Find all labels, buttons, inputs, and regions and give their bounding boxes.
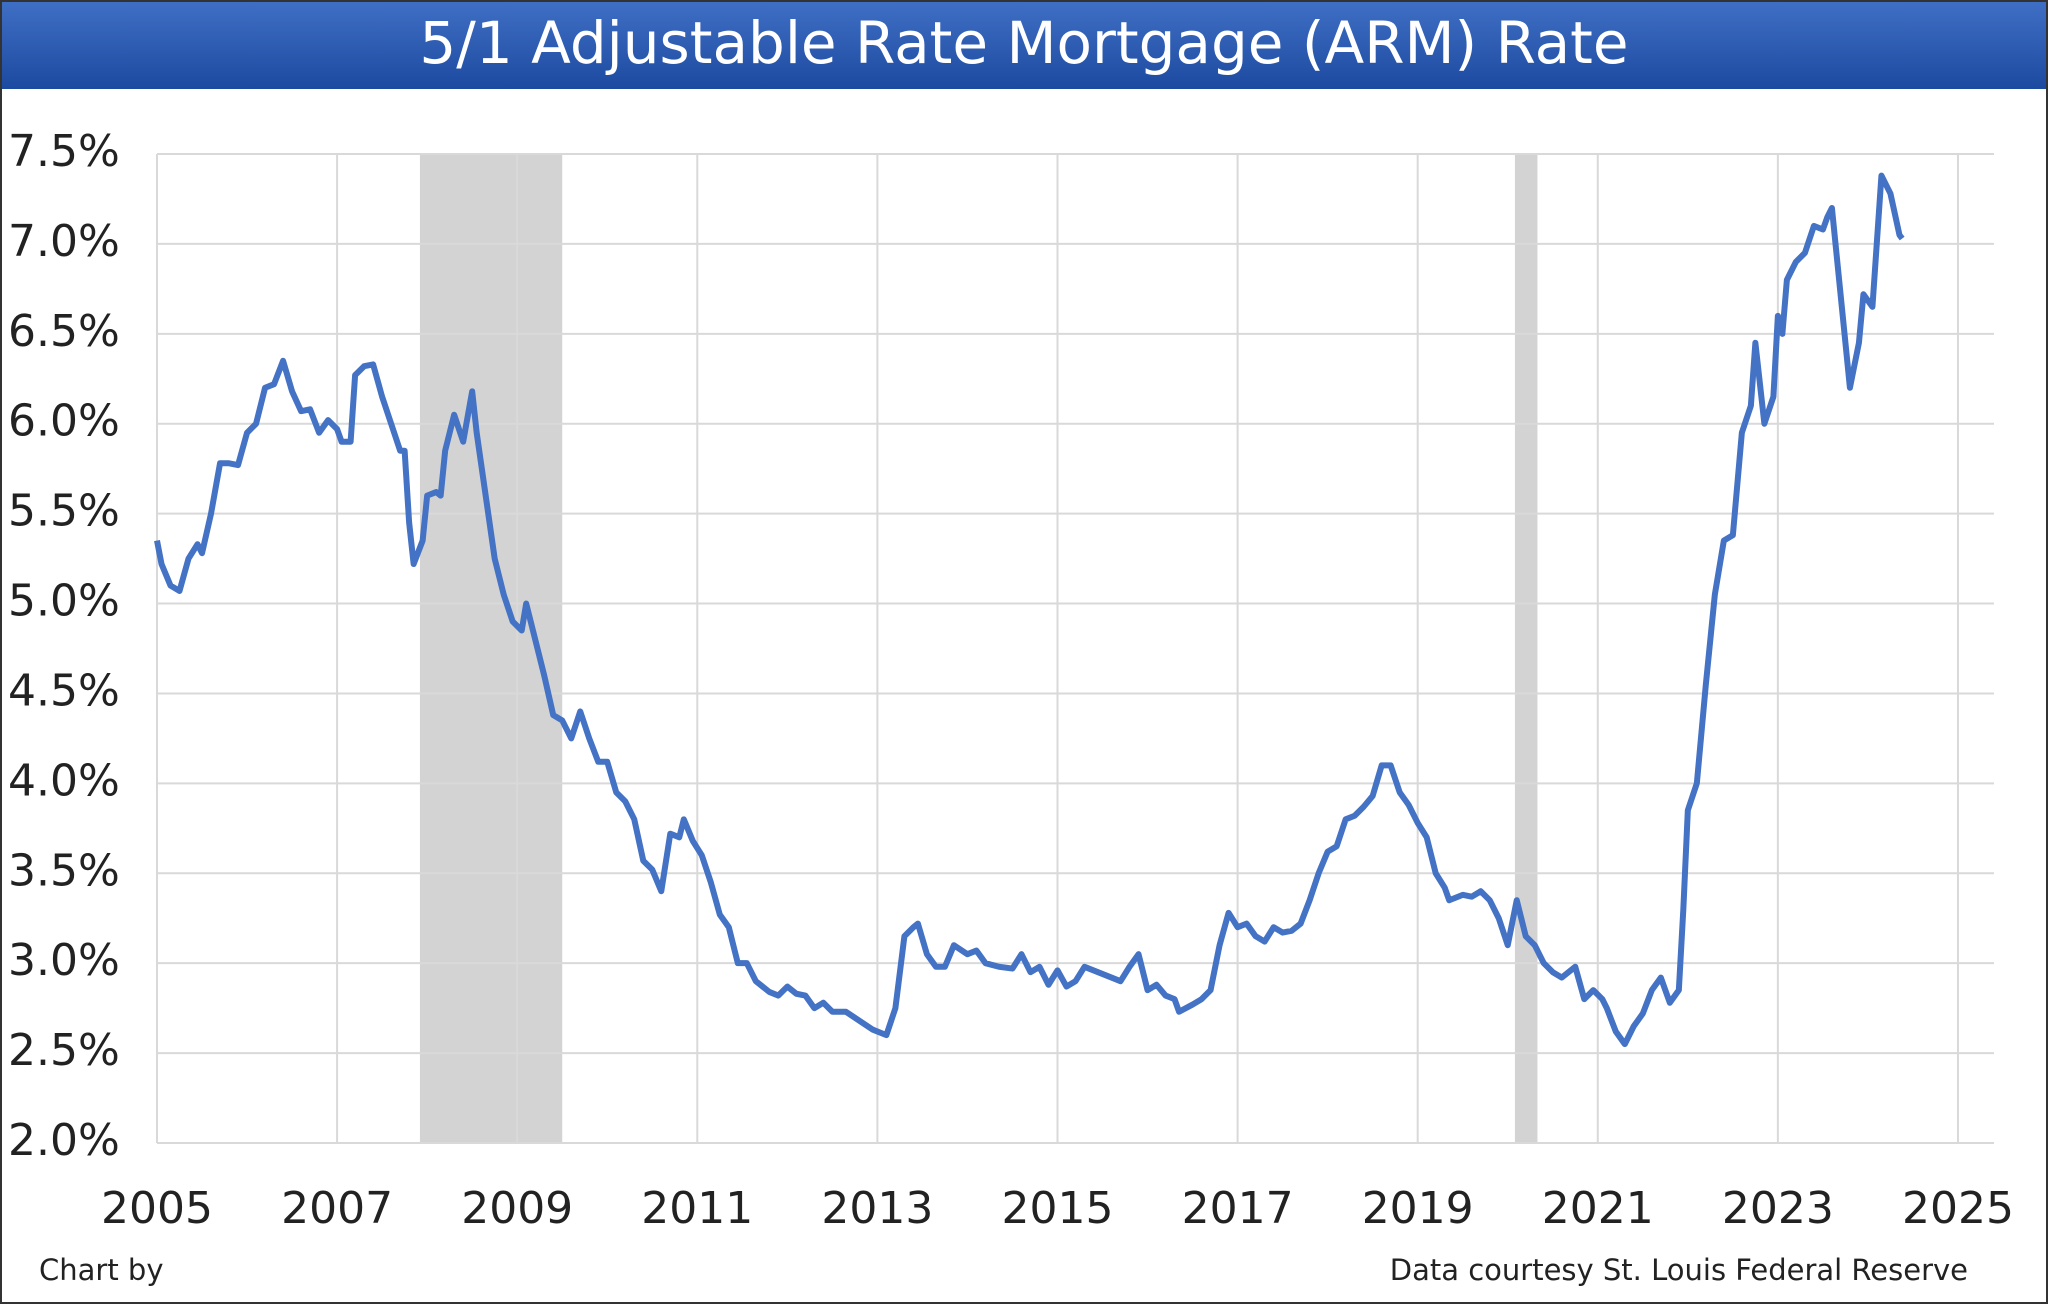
footer-right: Data courtesy St. Louis Federal Reserve: [1390, 1253, 1968, 1287]
y-tick-label: 6.0%: [8, 396, 120, 447]
y-tick-label: 3.0%: [8, 935, 120, 986]
y-tick-label: 2.0%: [8, 1115, 120, 1166]
recession-band: [1514, 154, 1538, 1143]
x-tick-label: 2007: [281, 1183, 393, 1234]
chart-title: 5/1 Adjustable Rate Mortgage (ARM) Rate: [419, 9, 1628, 77]
x-tick-label: 2021: [1542, 1183, 1654, 1234]
x-tick-label: 2009: [461, 1183, 573, 1234]
y-tick-label: 5.0%: [8, 576, 120, 627]
y-tick-label: 7.0%: [8, 216, 120, 267]
x-tick-label: 2011: [641, 1183, 753, 1234]
y-tick-label: 7.5%: [8, 126, 120, 177]
data-line: [154, 172, 1905, 1048]
x-tick-label: 2023: [1722, 1183, 1834, 1234]
title-bar: [2, 2, 2046, 89]
y-tick-label: 4.5%: [8, 665, 120, 716]
y-tick-label: 3.5%: [8, 845, 120, 896]
y-tick-label: 4.0%: [8, 755, 120, 806]
y-tick-label: 6.5%: [8, 306, 120, 357]
x-tick-label: 2017: [1182, 1183, 1294, 1234]
x-tick-label: 2025: [1902, 1183, 2014, 1234]
y-tick-label: 2.5%: [8, 1025, 120, 1076]
x-tick-label: 2015: [1001, 1183, 1113, 1234]
recession-band: [419, 154, 563, 1143]
footer-left: Chart by: [39, 1253, 163, 1287]
x-tick-label: 2019: [1362, 1183, 1474, 1234]
x-tick-label: 2013: [821, 1183, 933, 1234]
y-tick-label: 5.5%: [8, 486, 120, 537]
x-tick-label: 2005: [101, 1183, 213, 1234]
